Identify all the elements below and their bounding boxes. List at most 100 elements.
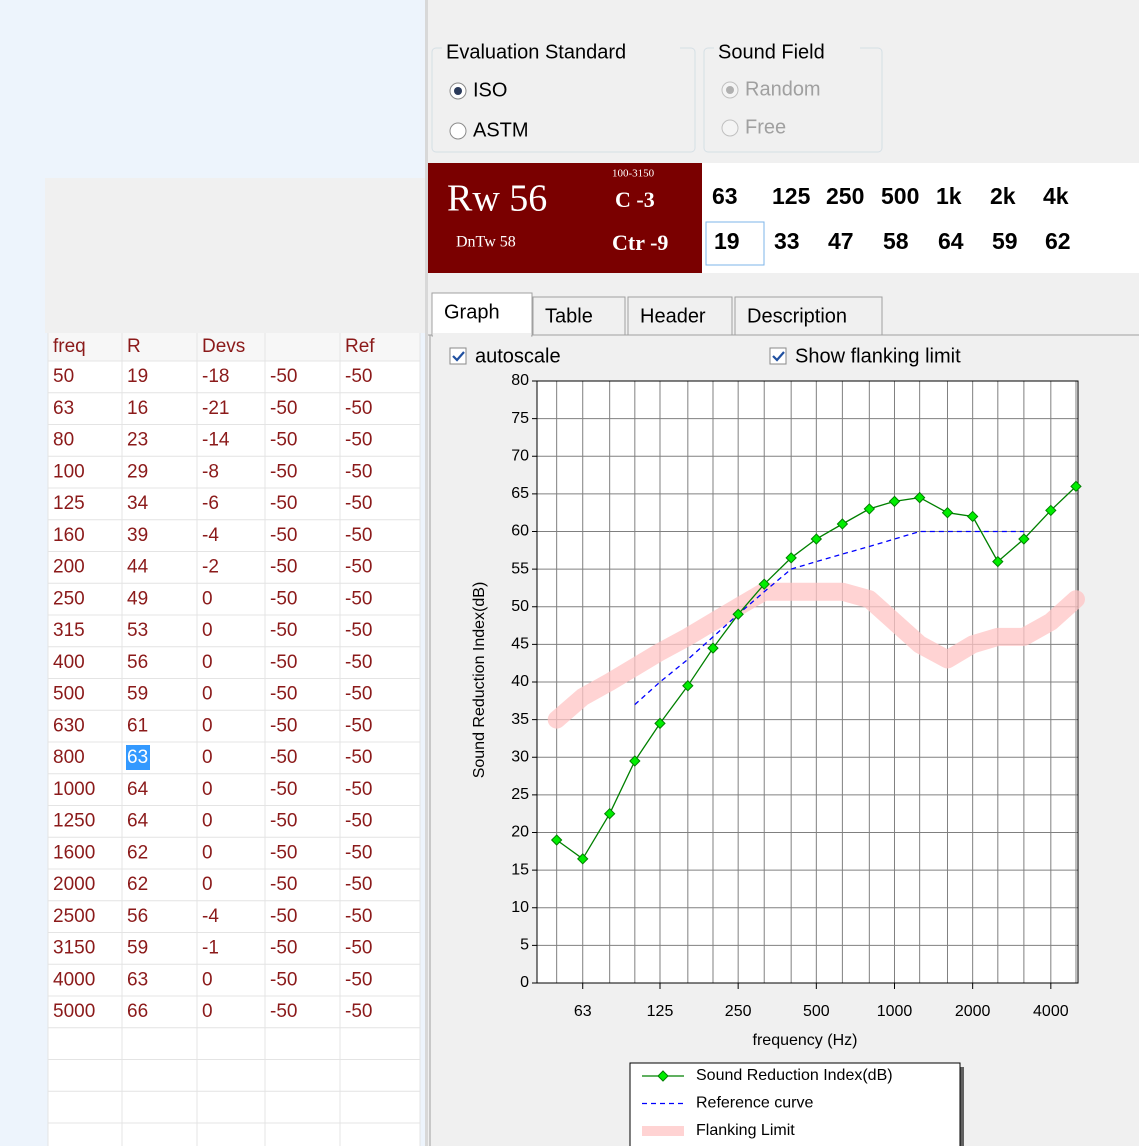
table-cell[interactable]: 0: [202, 1001, 213, 1022]
table-cell[interactable]: 315: [53, 620, 85, 641]
table-cell[interactable]: 800: [53, 747, 85, 768]
checkbox[interactable]: [449, 347, 467, 365]
table-cell[interactable]: 62: [127, 842, 148, 863]
tab[interactable]: [734, 296, 883, 336]
table-cell[interactable]: 63: [127, 969, 148, 990]
table-cell[interactable]: 500: [53, 684, 85, 705]
table-cell[interactable]: 630: [53, 715, 85, 736]
tab-label[interactable]: Description: [747, 305, 847, 327]
table-cell[interactable]: -50: [345, 366, 372, 387]
table-cell[interactable]: -50: [345, 684, 372, 705]
octave-value[interactable]: 59: [992, 228, 1018, 254]
table-cell[interactable]: -50: [345, 842, 372, 863]
table-cell[interactable]: 44: [127, 557, 149, 578]
table-cell[interactable]: 59: [127, 938, 148, 959]
table-cell[interactable]: 5000: [53, 1001, 95, 1022]
table-cell[interactable]: -50: [345, 715, 372, 736]
table-cell[interactable]: -50: [270, 398, 297, 419]
tab[interactable]: [431, 292, 533, 337]
table-cell[interactable]: 250: [53, 588, 85, 609]
octave-value[interactable]: 19: [714, 228, 740, 254]
table-cell[interactable]: 2000: [53, 874, 95, 895]
table-cell[interactable]: -50: [345, 938, 372, 959]
table-cell[interactable]: 63: [127, 747, 148, 768]
table-cell[interactable]: -50: [345, 906, 372, 927]
table-cell[interactable]: 0: [202, 811, 213, 832]
table-cell[interactable]: 0: [202, 620, 213, 641]
table-cell[interactable]: -50: [270, 684, 297, 705]
table-cell[interactable]: -8: [202, 461, 219, 482]
table-cell[interactable]: -50: [270, 366, 297, 387]
tab-label[interactable]: Header: [640, 305, 706, 327]
table-cell[interactable]: 0: [202, 588, 213, 609]
table-cell[interactable]: 66: [127, 1001, 148, 1022]
table-cell[interactable]: -50: [345, 461, 372, 482]
table-cell[interactable]: -50: [270, 842, 297, 863]
tab-label[interactable]: Graph: [444, 301, 500, 323]
table-cell[interactable]: 29: [127, 461, 148, 482]
table-cell[interactable]: 200: [53, 557, 85, 578]
checkbox-label[interactable]: autoscale: [475, 345, 561, 367]
table-cell[interactable]: -50: [270, 430, 297, 451]
table-cell[interactable]: -50: [345, 525, 372, 546]
table-cell[interactable]: -6: [202, 493, 219, 514]
table-cell[interactable]: -50: [345, 747, 372, 768]
table-cell[interactable]: 125: [53, 493, 85, 514]
table-cell[interactable]: -50: [270, 493, 297, 514]
table-cell[interactable]: 0: [202, 969, 213, 990]
table-cell[interactable]: 50: [53, 366, 74, 387]
table-cell[interactable]: 4000: [53, 969, 95, 990]
octave-value[interactable]: 33: [774, 228, 800, 254]
table-cell[interactable]: -50: [270, 588, 297, 609]
table-cell[interactable]: -14: [202, 430, 230, 451]
table-cell[interactable]: -50: [345, 652, 372, 673]
radio-label[interactable]: ASTM: [473, 119, 529, 141]
table-cell[interactable]: 1600: [53, 842, 95, 863]
table-cell[interactable]: -50: [345, 588, 372, 609]
table-cell[interactable]: -50: [345, 620, 372, 641]
table-cell[interactable]: -50: [345, 493, 372, 514]
table-cell[interactable]: -50: [270, 620, 297, 641]
table-cell[interactable]: -50: [270, 461, 297, 482]
checkbox[interactable]: [769, 347, 787, 365]
table-cell[interactable]: -50: [345, 1001, 372, 1022]
table-cell[interactable]: 100: [53, 461, 85, 482]
table-cell[interactable]: 0: [202, 715, 213, 736]
table-cell[interactable]: 61: [127, 715, 148, 736]
tab[interactable]: [532, 296, 626, 336]
tab[interactable]: [627, 296, 733, 336]
radio-button[interactable]: [449, 122, 467, 140]
octave-value[interactable]: 47: [828, 228, 854, 254]
octave-value[interactable]: 58: [883, 228, 909, 254]
table-cell[interactable]: -50: [270, 969, 297, 990]
table-cell[interactable]: 3150: [53, 938, 95, 959]
table-cell[interactable]: -50: [270, 906, 297, 927]
tab-label[interactable]: Table: [545, 305, 593, 327]
table-cell[interactable]: -50: [270, 652, 297, 673]
table-cell[interactable]: -50: [270, 1001, 297, 1022]
table-cell[interactable]: 160: [53, 525, 85, 546]
table-cell[interactable]: 0: [202, 874, 213, 895]
table-cell[interactable]: 56: [127, 652, 148, 673]
checkbox-label[interactable]: Show flanking limit: [795, 345, 961, 367]
table-cell[interactable]: -50: [345, 779, 372, 800]
table-cell[interactable]: -50: [345, 874, 372, 895]
table-cell[interactable]: 34: [127, 493, 149, 514]
table-cell[interactable]: 0: [202, 652, 213, 673]
table-cell[interactable]: 56: [127, 906, 148, 927]
table-cell[interactable]: 62: [127, 874, 148, 895]
table-cell[interactable]: -50: [270, 779, 297, 800]
table-cell[interactable]: 16: [127, 398, 148, 419]
table-cell[interactable]: -50: [345, 969, 372, 990]
table-cell[interactable]: 49: [127, 588, 148, 609]
table-cell[interactable]: -50: [345, 557, 372, 578]
table-cell[interactable]: -50: [270, 811, 297, 832]
table-cell[interactable]: -21: [202, 398, 229, 419]
table-cell[interactable]: -50: [270, 715, 297, 736]
table-cell[interactable]: -50: [270, 938, 297, 959]
table-cell[interactable]: 39: [127, 525, 148, 546]
table-cell[interactable]: 0: [202, 842, 213, 863]
table-cell[interactable]: 0: [202, 747, 213, 768]
octave-value[interactable]: 62: [1045, 228, 1071, 254]
table-cell[interactable]: -50: [270, 747, 297, 768]
